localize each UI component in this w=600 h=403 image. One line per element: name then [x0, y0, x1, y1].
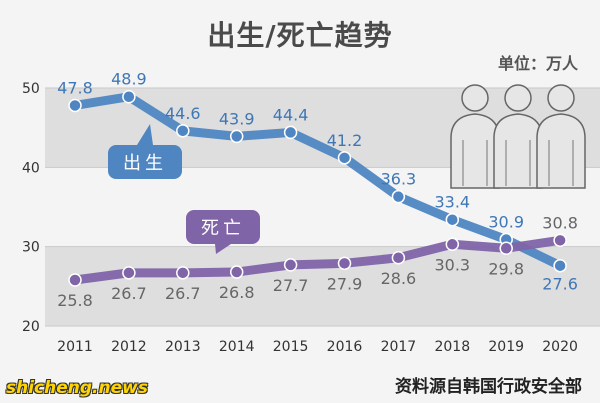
- data-point: [122, 89, 136, 104]
- series-tag-box: [108, 145, 182, 179]
- data-point: [337, 256, 352, 271]
- data-point: [176, 124, 190, 138]
- watermark: shicheng.news: [6, 378, 148, 398]
- data-label: 43.9: [219, 109, 255, 128]
- data-label: 26.7: [165, 284, 201, 303]
- data-label: 30.9: [488, 213, 524, 232]
- data-label: 44.6: [165, 104, 201, 123]
- data-point: [229, 129, 244, 144]
- data-label: 25.8: [57, 291, 93, 310]
- x-tick-label: 2017: [381, 339, 417, 355]
- x-tick-label: 2012: [111, 339, 147, 355]
- data-label: 29.8: [488, 259, 524, 278]
- y-tick-label: 30: [22, 240, 40, 256]
- data-label: 44.4: [273, 105, 309, 124]
- data-point: [553, 233, 567, 248]
- x-tick-label: 2013: [165, 339, 201, 355]
- x-tick-label: 2020: [542, 339, 578, 355]
- y-tick-label: 40: [22, 160, 40, 176]
- data-point: [283, 258, 298, 272]
- data-label: 41.2: [327, 131, 363, 150]
- data-point: [499, 241, 513, 256]
- data-label: 30.3: [434, 255, 470, 274]
- x-tick-label: 2011: [57, 339, 93, 355]
- series-line-1: [70, 235, 565, 285]
- data-point: [68, 273, 82, 287]
- x-tick-label: 2018: [434, 339, 470, 355]
- data-label: 28.6: [381, 269, 417, 288]
- data-point: [176, 266, 190, 280]
- chart-title: 出生/死亡趋势: [207, 19, 393, 52]
- data-label: 27.7: [273, 276, 309, 295]
- unit-label: 单位：万人: [497, 54, 578, 73]
- y-tick-label: 20: [22, 319, 40, 335]
- person-head: [547, 84, 575, 112]
- series-name-label: 出生: [123, 153, 167, 174]
- data-label: 26.8: [219, 283, 255, 302]
- data-label: 27.6: [542, 275, 578, 294]
- series-line-0: [70, 92, 565, 271]
- data-point: [391, 251, 406, 265]
- y-tick-label: 50: [22, 81, 40, 97]
- data-label: 47.8: [57, 78, 93, 97]
- data-label: 26.7: [111, 284, 147, 303]
- source-note: 资料源自韩国行政安全部: [395, 377, 582, 397]
- data-point: [445, 237, 460, 252]
- data-point: [391, 189, 406, 204]
- person-head: [504, 84, 532, 112]
- series-name-label: 死亡: [201, 218, 245, 239]
- x-tick-label: 2015: [273, 339, 309, 355]
- data-point: [229, 265, 244, 279]
- data-point: [337, 151, 352, 165]
- people-icon: [450, 84, 586, 189]
- data-point: [553, 258, 567, 273]
- data-label: 33.4: [434, 193, 470, 212]
- data-point: [68, 98, 82, 113]
- person-head: [461, 84, 489, 112]
- data-label: 36.3: [381, 170, 417, 189]
- x-tick-label: 2016: [327, 339, 363, 355]
- data-label: 27.9: [327, 274, 363, 293]
- series-tag-box: [186, 210, 260, 244]
- person-body: [450, 113, 500, 189]
- x-tick-label: 2014: [219, 339, 255, 355]
- data-point: [283, 125, 298, 140]
- data-point: [445, 212, 460, 227]
- person-body: [536, 113, 586, 189]
- person-body: [493, 113, 543, 189]
- x-tick-label: 2019: [488, 339, 524, 355]
- data-label: 48.9: [111, 70, 147, 89]
- series-tag-tail: [137, 124, 153, 145]
- series-tag-tail: [215, 244, 231, 254]
- data-point: [122, 266, 136, 280]
- data-label: 30.8: [542, 213, 578, 232]
